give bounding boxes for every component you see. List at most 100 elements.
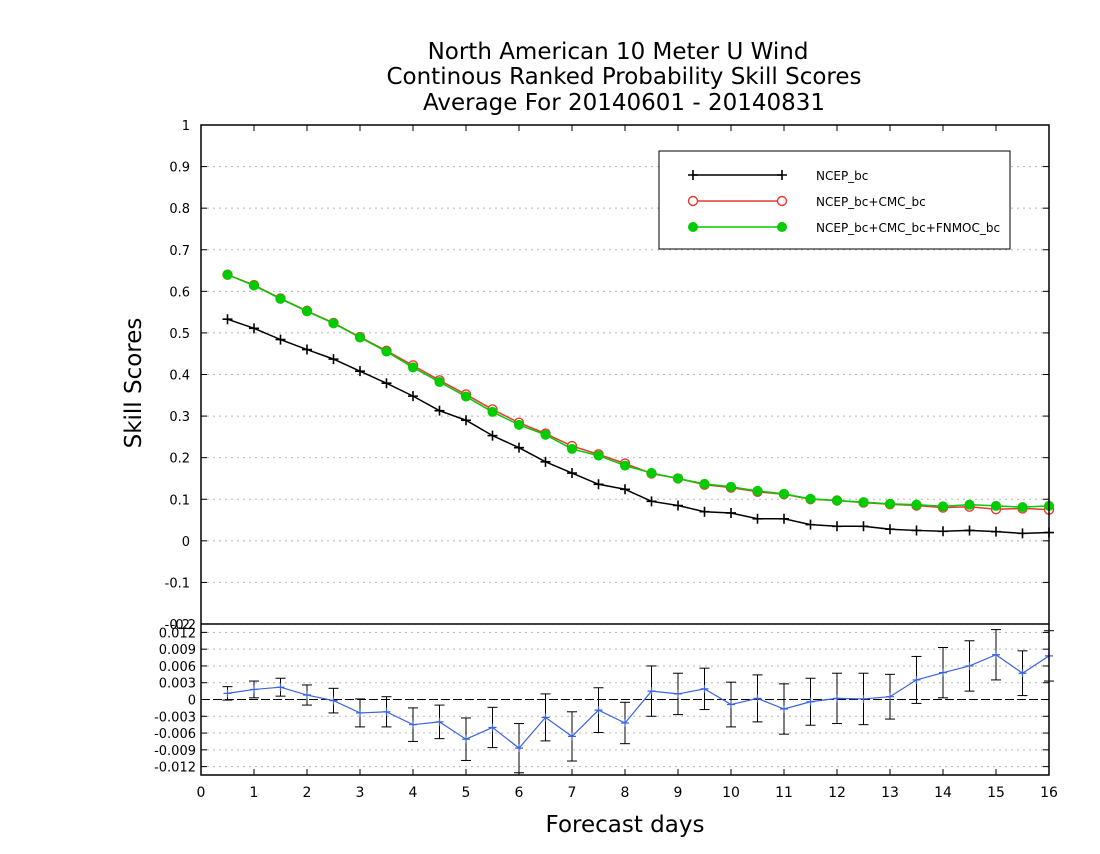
x-tick-label: 1 bbox=[250, 785, 259, 801]
data-point bbox=[938, 501, 948, 512]
data-point bbox=[408, 391, 418, 402]
data-point bbox=[620, 460, 630, 471]
data-point bbox=[434, 376, 445, 387]
legend: NCEP_bc NCEP_bc+CMC_bc NCEP_bc+CMC_bc+FNMO… bbox=[658, 150, 1011, 250]
y-tick-label-top: 0.8 bbox=[169, 202, 190, 217]
legend-label: NCEP_bc+CMC_bc+FNMOC_bc bbox=[816, 221, 1000, 235]
x-tick-label: 5 bbox=[462, 785, 471, 801]
difference-point bbox=[992, 650, 1000, 659]
data-point bbox=[540, 429, 551, 440]
series-line bbox=[227, 274, 1050, 511]
data-point bbox=[1017, 528, 1028, 539]
difference-point bbox=[647, 687, 656, 696]
series-line bbox=[227, 274, 1050, 508]
y-tick-label-bottom: 0 bbox=[188, 694, 196, 709]
data-point bbox=[222, 269, 233, 280]
difference-point bbox=[806, 697, 815, 706]
y-tick-label-top: 0.3 bbox=[169, 410, 190, 425]
y-tick-label-top: 0.9 bbox=[169, 161, 190, 176]
x-tick-label: 13 bbox=[881, 785, 899, 801]
data-point bbox=[302, 306, 312, 317]
chart-title: North American 10 Meter U Wind Continous… bbox=[386, 39, 861, 116]
data-point bbox=[858, 497, 869, 508]
x-tick-label: 16 bbox=[1040, 785, 1058, 801]
difference-point bbox=[568, 732, 576, 741]
difference-point bbox=[780, 705, 788, 714]
difference-point bbox=[382, 707, 391, 716]
legend-marker bbox=[688, 222, 698, 232]
y-tick-label-bottom: -0.009 bbox=[154, 744, 196, 759]
data-point bbox=[885, 498, 895, 509]
data-point bbox=[805, 493, 816, 504]
data-point bbox=[461, 391, 471, 402]
y-tick-label-bottom: 0.003 bbox=[159, 677, 196, 692]
difference-point bbox=[912, 675, 921, 684]
difference-point bbox=[541, 713, 550, 722]
y-tick-label-top: -0.2 bbox=[165, 618, 190, 633]
difference-point bbox=[753, 694, 762, 703]
data-point bbox=[514, 442, 524, 453]
data-point bbox=[1017, 502, 1028, 513]
y-tick-label-top: 0 bbox=[182, 535, 190, 550]
difference-point bbox=[329, 696, 338, 705]
data-point bbox=[646, 496, 657, 507]
data-point bbox=[752, 485, 763, 496]
x-tick-label: 9 bbox=[674, 785, 683, 801]
series-difference bbox=[222, 629, 1054, 774]
x-tick-label: 6 bbox=[515, 785, 524, 801]
data-point bbox=[673, 473, 683, 484]
data-point bbox=[514, 419, 524, 430]
difference-point bbox=[965, 661, 974, 670]
legend-marker bbox=[687, 195, 699, 207]
data-point bbox=[752, 513, 763, 524]
difference-point bbox=[886, 692, 894, 701]
difference-point bbox=[700, 684, 709, 693]
x-tick-label: 3 bbox=[356, 785, 365, 801]
y-tick-label-bottom: 0.012 bbox=[159, 626, 196, 641]
legend-marker bbox=[777, 170, 787, 180]
title-line-2: Continous Ranked Probability Skill Score… bbox=[386, 64, 861, 90]
data-point bbox=[461, 415, 471, 426]
difference-line bbox=[227, 654, 1050, 749]
x-tick-label: 0 bbox=[197, 785, 206, 801]
series-ncep-cmc-fnmoc bbox=[222, 269, 1054, 513]
data-point bbox=[355, 366, 365, 377]
difference-point bbox=[303, 691, 311, 700]
data-point bbox=[911, 525, 922, 536]
x-tick-label: 7 bbox=[568, 785, 577, 801]
x-tick-label: 4 bbox=[409, 785, 418, 801]
difference-point bbox=[276, 683, 285, 692]
grid-layer bbox=[201, 166, 1049, 768]
y-tick-label-bottom: -0.003 bbox=[154, 710, 196, 725]
title-line-3: Average For 20140601 - 20140831 bbox=[423, 90, 825, 116]
data-point bbox=[249, 323, 259, 334]
data-point bbox=[964, 525, 975, 536]
legend-label: NCEP_bc+CMC_bc bbox=[816, 195, 926, 209]
data-point bbox=[726, 507, 736, 518]
y-tick-label-overlap: -0.2 bbox=[171, 618, 196, 633]
y-tick-label-top: 1 bbox=[182, 119, 190, 134]
data-point bbox=[381, 346, 392, 357]
data-point bbox=[275, 334, 286, 345]
y-tick-label-top: 0.2 bbox=[169, 452, 190, 467]
difference-point bbox=[859, 694, 868, 703]
legend-marker bbox=[776, 195, 788, 207]
data-point bbox=[302, 344, 312, 355]
x-axis-label: Forecast days bbox=[546, 812, 705, 838]
difference-point bbox=[833, 694, 841, 703]
legend-marker bbox=[777, 222, 787, 232]
difference-point bbox=[435, 717, 444, 726]
data-point bbox=[699, 478, 710, 489]
y-tick-label-bottom: -0.012 bbox=[154, 761, 196, 776]
data-point bbox=[646, 468, 657, 479]
y-tick-label-top: -0.1 bbox=[165, 576, 190, 591]
difference-point bbox=[223, 689, 232, 698]
data-point bbox=[779, 513, 789, 524]
difference-point bbox=[674, 689, 682, 698]
data-point bbox=[593, 450, 604, 461]
data-point bbox=[832, 495, 842, 506]
data-point bbox=[991, 526, 1001, 537]
data-point bbox=[726, 481, 736, 492]
